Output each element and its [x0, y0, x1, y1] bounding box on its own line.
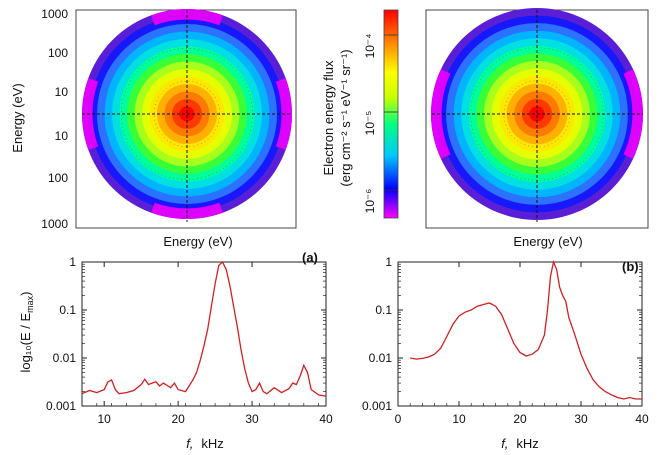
polar-ytick: 10 [55, 85, 69, 99]
polar-panel-a: 1000 100 10 10 100 1000 Energy (eV) Ener… [10, 7, 297, 249]
polar-ytick: 100 [48, 46, 68, 60]
polar-grid-circle [437, 14, 637, 214]
y-tick-label: 0.01 [53, 351, 77, 365]
x-tick-label: 30 [245, 412, 259, 426]
spectrum-frame-b [397, 261, 643, 407]
polar-grid-circle [503, 80, 571, 148]
y-tick-label: 0.1 [59, 303, 76, 317]
y-tick-label: 0.1 [375, 303, 392, 317]
spectrum-line-b [410, 259, 642, 400]
y-tick-label: 0.01 [369, 351, 393, 365]
polar-ylabel-a: Energy (eV) [10, 83, 25, 152]
polar-xlabel-b: Energy (eV) [513, 234, 582, 249]
spectrum-ylabel-a: log₁₀(E / Emax) [18, 292, 35, 373]
spectrum-panel-a: 1 0.1 0.01 0.001 10 20 30 40 (a) log₁₀(E / Emax… [18, 250, 333, 451]
colorbar-tick: 10⁻⁶ [363, 189, 377, 214]
y-tick-label: 0.001 [362, 399, 392, 413]
polar-xlabel-a: Energy (eV) [163, 234, 232, 249]
spectrum-xlabel-b: f, kHz [501, 436, 539, 451]
polar-ytick: 1000 [41, 217, 68, 231]
polar-ytick: 100 [48, 171, 68, 185]
panel-label-a: (a) [302, 250, 318, 265]
colorbar-label-line2: (erg cm⁻² s⁻¹ eV⁻¹ sr⁻¹) [338, 49, 353, 186]
polar-sector [431, 69, 451, 159]
x-tick-label: 30 [574, 412, 588, 426]
colorbar: 10⁻⁴ 10⁻⁵ 10⁻⁶ Electron energy flux (erg… [321, 9, 399, 219]
polar-panel-b: Energy (eV) [425, 8, 649, 249]
y-tick-label: 1 [69, 255, 76, 269]
polar-ytick: 10 [55, 129, 69, 143]
spectrum-line-a [81, 260, 327, 397]
panel-label-b: (b) [622, 259, 639, 274]
polar-ytick: 1000 [41, 7, 68, 21]
x-tick-label: 40 [319, 412, 333, 426]
x-tick-label: 10 [98, 412, 112, 426]
x-tick-label: 40 [635, 412, 649, 426]
spectrum-frame-a [81, 261, 327, 407]
colorbar-scale [383, 9, 399, 219]
x-tick-label: 10 [452, 412, 466, 426]
colorbar-tick: 10⁻⁴ [363, 34, 377, 59]
polar-sector [82, 78, 99, 150]
colorbar-tick: 10⁻⁵ [363, 111, 377, 136]
y-tick-label: 0.001 [46, 399, 76, 413]
x-tick-label: 20 [513, 412, 527, 426]
x-tick-label: 20 [171, 412, 185, 426]
x-tick-label: 0 [395, 412, 402, 426]
colorbar-label-line1: Electron energy flux [321, 60, 336, 175]
spectrum-xlabel-a: f, kHz [186, 436, 224, 451]
y-tick-label: 1 [385, 255, 392, 269]
